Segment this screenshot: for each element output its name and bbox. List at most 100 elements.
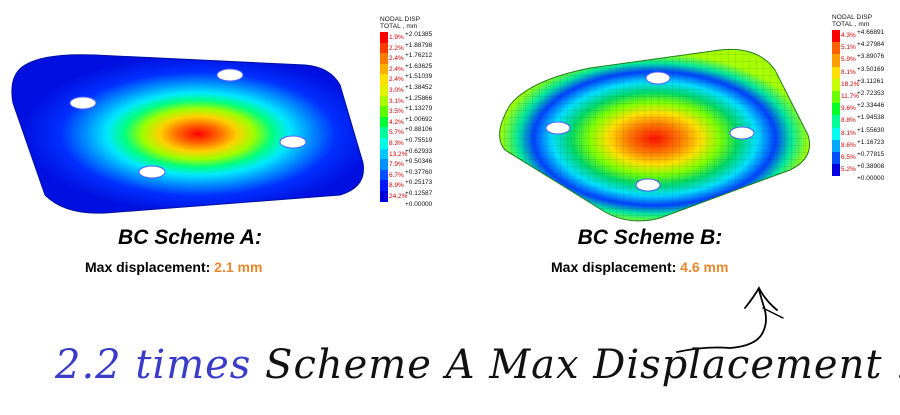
headline: 2.2 times Scheme A Max Displacement !!: [55, 342, 900, 388]
legend-row: 8.3% +0.75519: [380, 136, 452, 149]
legend-percent: 2.4%: [389, 55, 404, 63]
legend-a-header-2: TOTAL , mm: [380, 22, 418, 30]
legend-value: +3.50169: [857, 65, 885, 73]
scheme-b-contour-plot: [499, 48, 810, 222]
max-label: Max displacement:: [85, 259, 211, 275]
legend-percent: 5.7%: [389, 129, 404, 137]
legend-value: +0.50346: [405, 158, 433, 166]
legend-row: 2.4% +1.63625: [380, 62, 452, 75]
legend-percent: 8.8%: [841, 117, 856, 125]
support-markers-a: [69, 68, 307, 179]
legend-percent: 7.9%: [389, 161, 404, 169]
legend-row: 1.9% +2.01385: [380, 31, 452, 43]
legend-value: +1.88798: [405, 41, 433, 49]
legend-swatch: [380, 32, 388, 43]
scheme-b-legend: NODAL DISP TOTAL , mm 4.3% +4.66891 5.1% +4…: [832, 14, 900, 182]
legend-swatch: [380, 180, 388, 191]
legend-value: +1.00692: [405, 115, 433, 123]
legend-row: 3.5% +1.13279: [380, 106, 452, 117]
legend-percent: 8.9%: [389, 182, 404, 190]
legend-b-header-1: NODAL DISP: [832, 14, 873, 21]
legend-value: +0.00000: [857, 175, 885, 183]
scheme-a-title: BC Scheme A:: [118, 226, 262, 249]
legend-value: +0.00000: [405, 200, 433, 208]
legend-percent: 5.9%: [841, 56, 856, 64]
legend-percent: 8.6%: [841, 141, 856, 149]
legend-swatch: [832, 90, 840, 104]
legend-swatch: [380, 137, 388, 149]
legend-value: +0.37760: [405, 168, 433, 176]
legend-row: 5.9% +3.89076: [832, 54, 900, 67]
legend-percent: 2.2%: [389, 44, 404, 52]
legend-row: 3.0% +1.38452: [380, 84, 452, 96]
legend-swatch: [380, 190, 388, 202]
legend-percent: 13.2%: [389, 150, 408, 158]
legend-row: 5.2% +0.38908: [832, 163, 900, 177]
legend-percent: 2.4%: [389, 76, 404, 84]
legend-swatch: [380, 127, 388, 138]
legend-row: 9.6% +2.33446: [832, 103, 900, 116]
support-marker-icon: [645, 71, 671, 85]
legend-percent: 3.1%: [389, 97, 404, 105]
legend-row: 11.7% +2.72353: [832, 89, 900, 104]
legend-row: 2.2% +1.88798: [380, 41, 452, 54]
legend-value: +0.75519: [405, 136, 433, 144]
legend-percent: 5.1%: [841, 44, 856, 52]
legend-percent: 6.5%: [841, 153, 856, 161]
legend-swatch: [832, 139, 840, 152]
legend-value: +1.55630: [857, 126, 885, 134]
legend-value: +1.51039: [405, 73, 433, 81]
legend-percent: 8.1%: [841, 68, 856, 76]
legend-percent: 8.1%: [841, 129, 856, 137]
legend-value: +0.38908: [857, 163, 885, 171]
legend-swatch: [380, 53, 388, 64]
hand-drawn-arrow-icon: [676, 286, 784, 353]
legend-swatch: [832, 115, 840, 128]
legend-row: 8.8% +1.94538: [832, 114, 900, 128]
legend-swatch: [832, 78, 840, 91]
legend-value: +1.13279: [405, 105, 433, 113]
legend-swatch: [380, 159, 388, 170]
legend-row: 7.9% +0.50346: [380, 159, 452, 170]
legend-swatch: [380, 169, 388, 181]
support-marker-icon: [138, 165, 166, 179]
legend-percent: 1.9%: [389, 34, 404, 41]
scheme-a-contour-plot: [11, 54, 365, 214]
legend-value: +4.27984: [857, 41, 885, 49]
legend-row: 8.1% +1.55630: [832, 126, 900, 140]
legend-value: +2.01385: [405, 31, 433, 38]
legend-value: +1.94538: [857, 114, 885, 122]
legend-value: +0.25173: [405, 179, 433, 187]
legend-value: +1.25866: [405, 94, 433, 102]
max-value: 4.6 mm: [680, 259, 729, 275]
legend-value: +1.63625: [405, 62, 433, 70]
legend-row: 4.2% +1.00692: [380, 115, 452, 128]
support-markers-b: [545, 71, 755, 192]
plate-a-surface: [11, 54, 365, 214]
legend-swatch: [380, 106, 388, 117]
legend-swatch: [380, 63, 388, 75]
legend-swatch: [832, 66, 840, 79]
legend-value: +1.76212: [405, 52, 433, 60]
legend-value: +4.66891: [857, 29, 885, 36]
max-value: 2.1 mm: [214, 259, 263, 275]
legend-percent: 4.2%: [389, 118, 404, 126]
legend-row: 3.1% +1.25866: [380, 94, 452, 107]
support-marker-icon: [729, 126, 755, 140]
legend-row: 2.4% +1.76212: [380, 53, 452, 64]
legend-swatch: [832, 54, 840, 67]
legend-value: +2.72353: [857, 89, 885, 97]
max-label: Max displacement:: [551, 259, 677, 275]
legend-swatch: [380, 74, 388, 85]
legend-a-header-1: NODAL DISP: [380, 16, 421, 23]
legend-value: +0.77815: [857, 150, 885, 158]
legend-swatch: [380, 84, 388, 96]
legend-swatch: [832, 164, 840, 177]
legend-row: 6.5% +0.77815: [832, 150, 900, 165]
scheme-a-legend: NODAL DISP TOTAL , mm 1.9% +2.01385 2.2% +1…: [380, 16, 452, 207]
legend-swatch: [832, 42, 840, 55]
legend-percent: 8.3%: [389, 139, 404, 147]
scheme-a-max-displacement: Max displacement: 2.1 mm: [85, 259, 262, 275]
legend-swatch: [380, 42, 388, 54]
legend-value: +3.11261: [857, 77, 884, 85]
